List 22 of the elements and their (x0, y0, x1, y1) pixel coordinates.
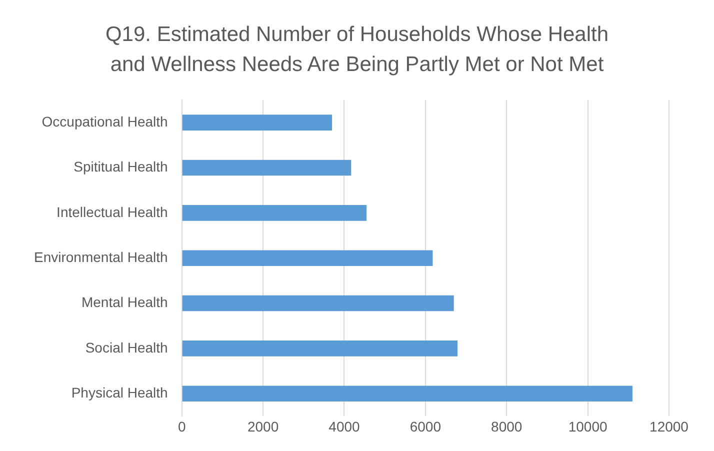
bar (182, 160, 352, 176)
y-tick-label: Physical Health (71, 384, 168, 400)
bar (182, 114, 332, 130)
chart-title: Q19. Estimated Number of Households Whose Health and Wellness Needs Are Being Partly Met or Not Met (104, 22, 610, 78)
bar (182, 250, 433, 266)
bar (182, 295, 454, 312)
x-tick-label: 2000 (247, 418, 279, 434)
x-tick-label: 8000 (491, 418, 522, 434)
y-tick-label: Mental Health (81, 294, 168, 310)
y-tick-label: Occupational Health (42, 113, 168, 130)
x-tick-label: 10000 (568, 418, 608, 434)
x-tick-label: 12000 (650, 418, 689, 434)
bar (182, 340, 458, 356)
y-tick-label: Environmental Health (34, 248, 168, 265)
bar (182, 386, 632, 402)
y-tick-label: Intellectual Health (56, 204, 168, 220)
x-tick-label: 4000 (328, 418, 360, 434)
x-tick-label: 6000 (410, 418, 442, 434)
y-tick-label: Social Health (85, 339, 168, 356)
y-tick-label: Spititual Health (74, 158, 168, 175)
bar (182, 205, 367, 221)
x-tick-label: 0 (178, 418, 186, 434)
